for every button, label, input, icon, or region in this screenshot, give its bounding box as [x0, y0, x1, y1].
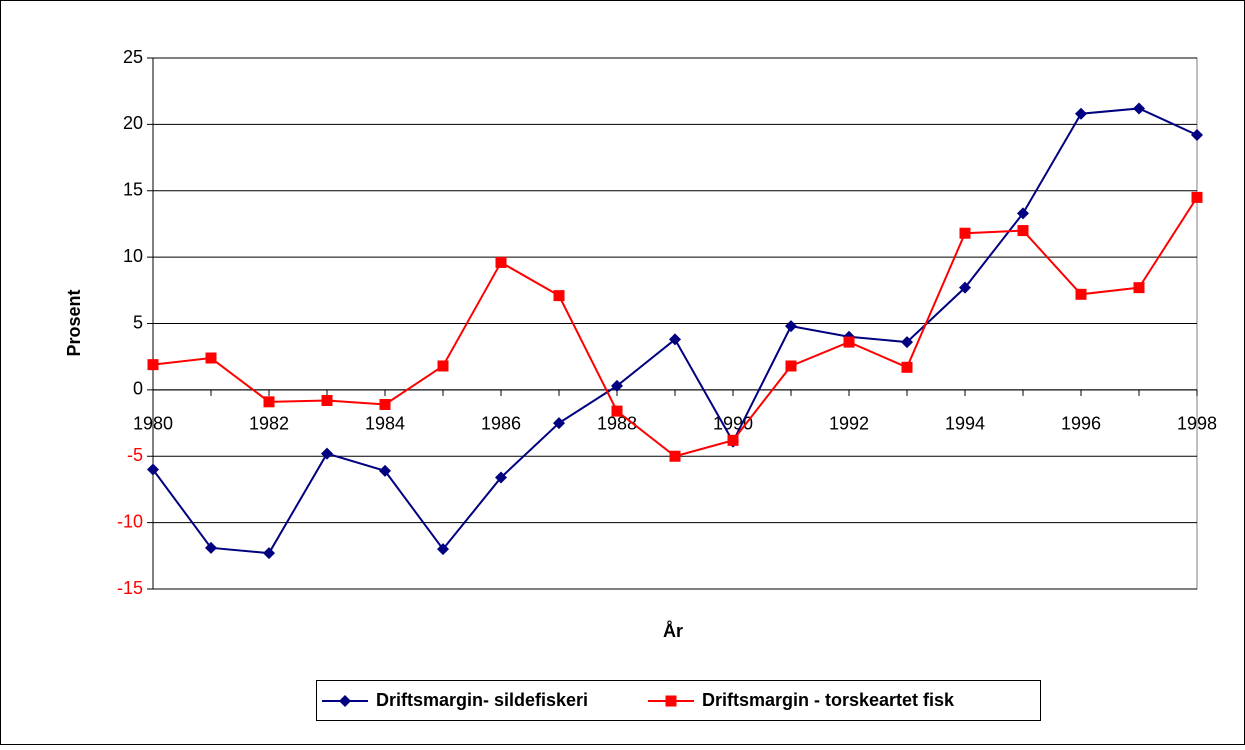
data-point [669, 333, 681, 346]
data-point [147, 359, 159, 371]
y-tick-label: -5 [127, 445, 143, 465]
data-point [495, 471, 507, 484]
legend-marker [339, 695, 351, 707]
data-point [785, 320, 797, 333]
data-point [959, 227, 971, 239]
y-tick-label: 5 [133, 312, 143, 332]
data-point [901, 361, 913, 373]
data-point [1017, 225, 1029, 237]
x-tick-label: 1996 [1061, 414, 1101, 434]
y-axis-label: Prosent [64, 289, 84, 356]
data-point [495, 256, 507, 268]
data-point [205, 352, 217, 364]
y-tick-label: -15 [117, 578, 143, 598]
legend-label: Driftsmargin - torskeartet fisk [702, 690, 955, 710]
data-point [147, 463, 159, 476]
x-tick-label: 1994 [945, 414, 985, 434]
data-point [321, 394, 333, 406]
data-point [205, 541, 217, 554]
x-tick-label: 1984 [365, 414, 405, 434]
data-point [321, 447, 333, 460]
data-point [379, 464, 391, 477]
data-point [843, 336, 855, 348]
data-point [263, 396, 275, 408]
x-tick-label: 1980 [133, 414, 173, 434]
data-point [1133, 282, 1145, 294]
x-tick-label: 1986 [481, 414, 521, 434]
x-axis-label: År [663, 621, 683, 641]
data-point [959, 281, 971, 294]
legend-label: Driftsmargin- sildefiskeri [376, 690, 588, 710]
legend-marker [665, 695, 677, 707]
data-point [379, 398, 391, 410]
data-point [1017, 207, 1029, 220]
data-point [1191, 191, 1203, 203]
data-point [1133, 102, 1145, 115]
data-point [1075, 288, 1087, 300]
data-point [1075, 107, 1087, 120]
x-tick-label: 1992 [829, 414, 869, 434]
x-tick-label: 1982 [249, 414, 289, 434]
data-point [553, 290, 565, 302]
y-tick-label: -10 [117, 511, 143, 531]
x-tick-label: 1998 [1177, 414, 1217, 434]
data-point [785, 360, 797, 372]
data-point [611, 379, 623, 392]
y-tick-label: 20 [123, 113, 143, 133]
data-point [1191, 128, 1203, 141]
data-point [437, 360, 449, 372]
data-point [553, 417, 565, 430]
y-tick-label: 0 [133, 379, 143, 399]
data-point [263, 547, 275, 560]
y-tick-label: 25 [123, 47, 143, 67]
data-point [611, 405, 623, 417]
x-tick-label: 1988 [597, 414, 637, 434]
data-point [901, 336, 913, 349]
data-point [669, 450, 681, 462]
data-point [437, 543, 449, 556]
y-tick-label: 15 [123, 180, 143, 200]
y-tick-label: 10 [123, 246, 143, 266]
data-point [727, 434, 739, 446]
